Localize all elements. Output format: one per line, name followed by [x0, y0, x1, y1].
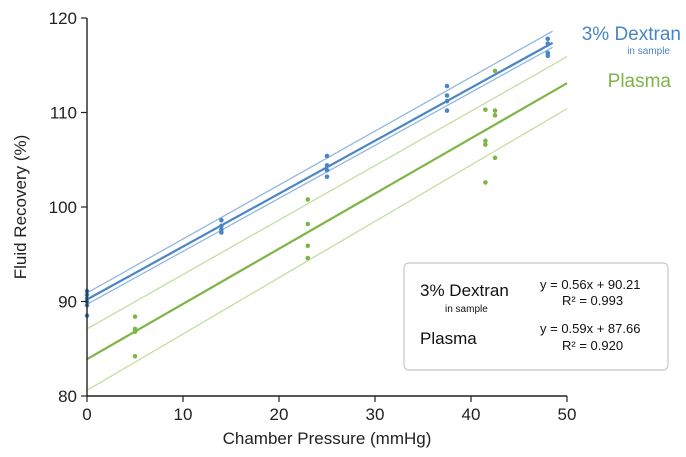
- plasma-data-point: [483, 142, 488, 147]
- legend-plasma-label: Plasma: [608, 71, 672, 92]
- dextran-data-point: [324, 163, 330, 168]
- box-plasma-equation: y = 0.59x + 87.66: [540, 321, 640, 336]
- y-tick-label: 110: [50, 104, 77, 123]
- dextran-data-point: [444, 98, 450, 104]
- fit-lines: [86, 41, 568, 361]
- plasma-data-point: [492, 155, 498, 161]
- plasma-fit-line: [86, 82, 568, 361]
- confidence-bands: [86, 30, 568, 391]
- y-tick-label: 100: [49, 198, 77, 217]
- axis-ticks: 0 10 20 30 40 50 80 90 100 110 120: [49, 9, 577, 424]
- plasma-data-point: [305, 243, 311, 249]
- dextran-data-point: [545, 41, 551, 46]
- dextran-data-point: [444, 108, 450, 113]
- dextran-data-point: [324, 167, 330, 173]
- plasma-data-point: [483, 138, 488, 144]
- legend-dextran-label: 3% Dextran: [582, 24, 681, 45]
- plasma-data-point: [492, 68, 498, 74]
- dextran-data-point: [545, 36, 551, 42]
- plasma-data-point: [132, 314, 138, 319]
- equation-box: 3% Dextran in sample y = 0.56x + 90.21 R…: [403, 262, 669, 371]
- dextran-data-point: [545, 53, 551, 59]
- plasma-data-point: [132, 329, 138, 335]
- x-axis-title: Chamber Pressure (mmHg): [223, 429, 432, 448]
- plasma-data-point: [132, 354, 138, 359]
- dextran-data-point: [444, 93, 450, 98]
- dextran-fit-line: [86, 41, 554, 301]
- equation-box-frame: [403, 262, 669, 371]
- y-axis-title: Fluid Recovery (%): [11, 135, 30, 280]
- box-plasma-r2: R² = 0.920: [562, 338, 623, 353]
- dextran-ci-upper: [86, 30, 553, 294]
- box-plasma-label: Plasma: [420, 329, 477, 348]
- box-dextran-label: 3% Dextran: [420, 281, 509, 300]
- dextran-data-point: [444, 83, 450, 89]
- plasma-data-point: [492, 108, 498, 113]
- plasma-data-point: [483, 107, 488, 112]
- plasma-ci-lower: [86, 108, 568, 391]
- box-dextran-equation: y = 0.56x + 90.21: [540, 277, 640, 292]
- x-tick-label: 10: [174, 405, 193, 424]
- box-dextran-r2: R² = 0.993: [562, 293, 623, 308]
- plasma-data-point: [305, 197, 311, 202]
- plasma-ci-upper: [86, 56, 568, 330]
- plasma-data-point: [483, 180, 488, 185]
- dextran-data-point: [324, 153, 330, 159]
- y-tick-label: 80: [58, 387, 77, 406]
- box-dextran-sublabel: in sample: [445, 304, 488, 315]
- plasma-data-point: [305, 221, 311, 227]
- dextran-data-point: [324, 174, 330, 180]
- y-tick-label: 120: [49, 9, 77, 28]
- dextran-data-point: [219, 217, 224, 223]
- x-tick-label: 30: [366, 405, 385, 424]
- dextran-data-point: [219, 223, 224, 229]
- dextran-ci-lower: [86, 46, 553, 305]
- x-tick-label: 20: [270, 405, 289, 424]
- dextran-data-point: [219, 230, 224, 235]
- x-tick-label: 40: [462, 405, 481, 424]
- plasma-data-point: [492, 113, 498, 118]
- x-tick-label: 0: [82, 405, 91, 424]
- legend-dextran-sublabel: in sample: [627, 46, 670, 57]
- x-tick-label: 50: [558, 405, 577, 424]
- plasma-data-point: [305, 255, 311, 261]
- y-tick-label: 90: [58, 293, 77, 312]
